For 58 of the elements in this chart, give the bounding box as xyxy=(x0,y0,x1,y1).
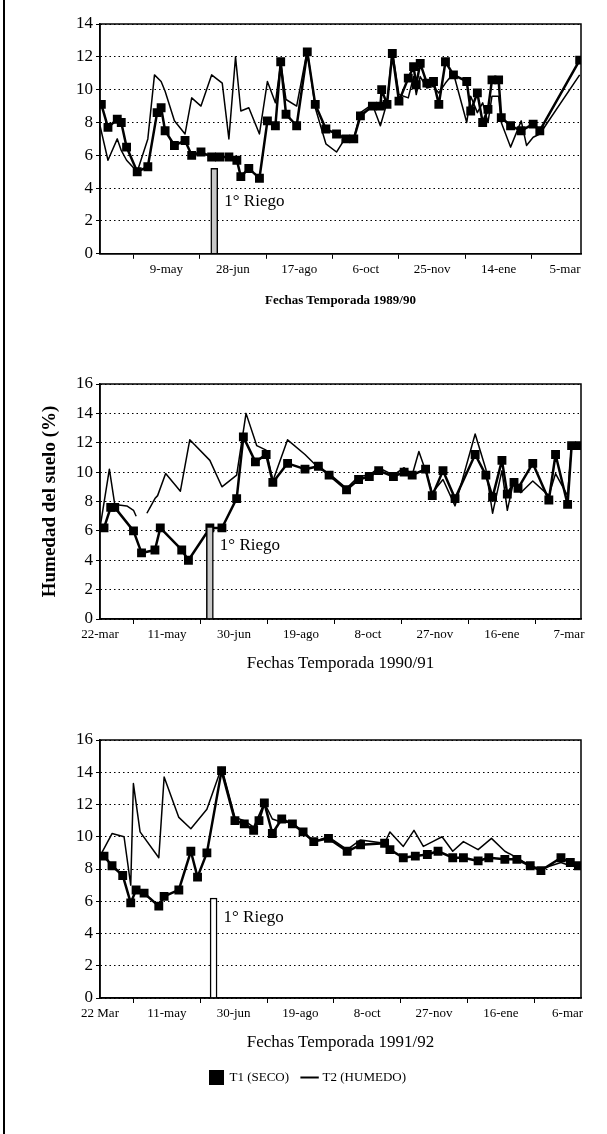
y-tick-label: 10 xyxy=(76,826,93,846)
y-tick-label: 2 xyxy=(84,579,93,599)
x-tick-label: 6-oct xyxy=(352,261,380,277)
x-tick-label: 30-jun xyxy=(217,626,252,642)
x-tick-label: 6-mar xyxy=(552,1005,584,1021)
x-tick-label: 27-nov xyxy=(415,1005,453,1021)
x-axis-title: Fechas Temporada 1989/90 xyxy=(265,291,416,307)
x-tick-label: 16-ene xyxy=(483,1005,519,1021)
x-tick-label: 5-mar xyxy=(549,261,582,277)
x-tick-label: 22 Mar xyxy=(81,1005,120,1021)
y-tick-label: 4 xyxy=(84,549,94,569)
y-tick-label: 0 xyxy=(84,608,93,628)
y-tick-label: 6 xyxy=(84,890,93,910)
x-tick-label: 30-jun xyxy=(216,1005,252,1021)
y-tick-label: 10 xyxy=(76,461,93,481)
x-tick-label: 19-ago xyxy=(282,626,320,642)
x-tick-label: 25-nov xyxy=(413,261,452,277)
annotation: 1° Riego xyxy=(224,190,285,210)
y-tick-label: 10 xyxy=(76,79,93,99)
y-tick-label: 4 xyxy=(84,922,94,942)
x-tick-label: 16-ene xyxy=(484,626,520,642)
x-tick-label: 19-ago xyxy=(282,1005,319,1021)
annotation: 1° Riego xyxy=(223,906,284,926)
y-tick-label: 8 xyxy=(84,490,93,510)
y-tick-label: 6 xyxy=(84,520,93,540)
x-tick-label: 7-mar xyxy=(553,626,586,642)
y-tick-label: 14 xyxy=(76,761,94,781)
x-tick-label: 11-may xyxy=(147,626,188,642)
legend-label: T1 (SECO) xyxy=(229,1068,290,1084)
x-tick-label: 8-oct xyxy=(353,1005,381,1021)
y-tick-label: 16 xyxy=(76,729,93,749)
x-tick-label: 27-nov xyxy=(416,626,454,642)
y-tick-label: 2 xyxy=(84,955,93,975)
y-tick-label: 8 xyxy=(84,111,93,131)
y-tick-label: 14 xyxy=(76,402,94,422)
x-axis-title: Fechas Temporada 1990/91 xyxy=(246,653,435,673)
annotation: 1° Riego xyxy=(219,535,281,555)
y-tick-label: 8 xyxy=(84,858,93,878)
x-tick-label: 8-oct xyxy=(354,626,382,642)
x-tick-label: 17-ago xyxy=(281,261,318,277)
y-tick-label: 0 xyxy=(84,243,93,263)
y-tick-label: 0 xyxy=(84,987,93,1007)
x-tick-label: 28-jun xyxy=(215,261,251,277)
y-tick-label: 12 xyxy=(76,432,93,452)
x-tick-label: 22-mar xyxy=(81,626,120,642)
y-tick-label: 16 xyxy=(76,373,93,393)
x-axis-title: Fechas Temporada 1991/92 xyxy=(246,1032,435,1052)
y-tick-label: 6 xyxy=(84,144,93,164)
y-axis-title: Humedad del suelo (%) xyxy=(38,405,61,598)
x-tick-label: 9-may xyxy=(149,261,184,277)
y-tick-label: 12 xyxy=(76,793,93,813)
x-tick-label: 14-ene xyxy=(480,261,517,277)
y-tick-label: 4 xyxy=(84,177,94,197)
legend-label: T2 (HUMEDO) xyxy=(322,1068,406,1084)
y-tick-label: 2 xyxy=(84,210,93,230)
y-tick-label: 14 xyxy=(76,13,94,33)
y-tick-label: 12 xyxy=(76,46,93,66)
x-tick-label: 11-may xyxy=(147,1005,187,1021)
